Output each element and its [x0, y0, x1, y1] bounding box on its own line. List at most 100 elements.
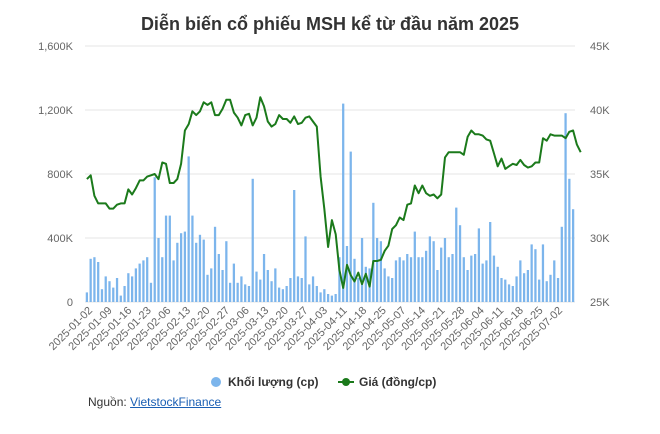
volume-bar[interactable] — [413, 231, 416, 302]
volume-bar[interactable] — [538, 279, 541, 302]
volume-bar[interactable] — [406, 254, 409, 302]
volume-bar[interactable] — [149, 282, 153, 302]
volume-bar[interactable] — [553, 260, 556, 302]
volume-bar[interactable] — [164, 215, 168, 302]
volume-bar[interactable] — [571, 209, 575, 302]
volume-bar[interactable] — [568, 178, 571, 302]
volume-bar[interactable] — [176, 242, 179, 302]
volume-bar[interactable] — [530, 244, 533, 302]
volume-bar[interactable] — [104, 276, 107, 302]
volume-bar[interactable] — [172, 260, 175, 302]
volume-bar[interactable] — [270, 281, 273, 302]
volume-bar[interactable] — [519, 260, 522, 302]
volume-bar[interactable] — [153, 177, 156, 302]
volume-bar[interactable] — [545, 281, 548, 302]
volume-bar[interactable] — [123, 286, 126, 302]
volume-bar[interactable] — [515, 276, 518, 302]
volume-bar[interactable] — [556, 278, 560, 302]
volume-bar[interactable] — [130, 276, 134, 302]
volume-bar[interactable] — [221, 270, 224, 302]
volume-bar[interactable] — [138, 263, 141, 302]
volume-bar[interactable] — [210, 268, 213, 302]
volume-bar[interactable] — [428, 236, 432, 302]
volume-bar[interactable] — [274, 268, 277, 302]
volume-bar[interactable] — [255, 271, 258, 302]
volume-bar[interactable] — [338, 257, 341, 302]
volume-bar[interactable] — [319, 292, 322, 302]
volume-bar[interactable] — [485, 260, 488, 302]
volume-bar[interactable] — [115, 278, 119, 302]
volume-bar[interactable] — [179, 233, 183, 302]
volume-bar[interactable] — [424, 250, 428, 302]
volume-bar[interactable] — [379, 241, 383, 302]
volume-bar[interactable] — [496, 266, 499, 302]
volume-bar[interactable] — [455, 207, 458, 302]
volume-bar[interactable] — [417, 257, 420, 302]
volume-bar[interactable] — [504, 279, 507, 302]
volume-bar[interactable] — [206, 274, 209, 302]
volume-bar[interactable] — [330, 295, 334, 302]
volume-bar[interactable] — [266, 270, 269, 302]
volume-bar[interactable] — [522, 273, 526, 302]
volume-bar[interactable] — [277, 287, 281, 302]
volume-bar[interactable] — [473, 254, 477, 302]
volume-bar[interactable] — [251, 178, 254, 302]
volume-bar[interactable] — [89, 258, 92, 302]
volume-bar[interactable] — [285, 286, 288, 302]
volume-bar[interactable] — [534, 249, 537, 302]
volume-bar[interactable] — [281, 289, 285, 302]
volume-bar[interactable] — [97, 262, 100, 302]
volume-bar[interactable] — [293, 190, 296, 302]
volume-bar[interactable] — [451, 254, 454, 302]
volume-bar[interactable] — [349, 151, 352, 302]
source-link[interactable]: VietstockFinance — [130, 395, 222, 409]
volume-bar[interactable] — [447, 257, 450, 302]
volume-bar[interactable] — [541, 244, 545, 302]
volume-bar[interactable] — [311, 276, 315, 302]
volume-bar[interactable] — [398, 257, 401, 302]
volume-bar[interactable] — [387, 276, 390, 302]
volume-bar[interactable] — [228, 282, 232, 302]
volume-bar[interactable] — [183, 231, 187, 302]
volume-bar[interactable] — [372, 202, 375, 302]
volume-bar[interactable] — [391, 278, 394, 302]
volume-bar[interactable] — [262, 254, 266, 302]
volume-bar[interactable] — [168, 215, 171, 302]
volume-bar[interactable] — [375, 238, 379, 302]
volume-bar[interactable] — [394, 260, 398, 302]
volume-bar[interactable] — [436, 270, 439, 302]
volume-bar[interactable] — [549, 274, 552, 302]
volume-bar[interactable] — [240, 276, 243, 302]
volume-bar[interactable] — [247, 286, 251, 302]
volume-bar[interactable] — [296, 276, 300, 302]
volume-bar[interactable] — [259, 279, 262, 302]
volume-bar[interactable] — [100, 289, 104, 302]
volume-bar[interactable] — [402, 260, 405, 302]
volume-bar[interactable] — [93, 257, 96, 302]
volume-bar[interactable] — [142, 260, 145, 302]
volume-bar[interactable] — [345, 246, 349, 302]
volume-bar[interactable] — [326, 294, 330, 302]
volume-bar[interactable] — [458, 225, 462, 302]
volume-bar[interactable] — [308, 284, 311, 302]
volume-bar[interactable] — [466, 270, 469, 302]
volume-bar[interactable] — [127, 273, 130, 302]
volume-bar[interactable] — [157, 238, 160, 302]
volume-bar[interactable] — [146, 257, 149, 302]
volume-bar[interactable] — [526, 270, 530, 302]
volume-bar[interactable] — [161, 257, 164, 302]
volume-bar[interactable] — [462, 257, 465, 302]
volume-bar[interactable] — [443, 238, 447, 302]
volume-bar[interactable] — [198, 234, 202, 302]
volume-bar[interactable] — [409, 257, 413, 302]
volume-bar[interactable] — [236, 282, 239, 302]
volume-bar[interactable] — [315, 286, 318, 302]
volume-bar[interactable] — [432, 241, 435, 302]
legend-volume-label[interactable]: Khối lượng (cp) — [228, 375, 319, 389]
volume-bar[interactable] — [560, 226, 563, 302]
volume-bar[interactable] — [304, 236, 307, 302]
volume-bar[interactable] — [511, 286, 514, 302]
volume-bar[interactable] — [357, 278, 360, 302]
volume-bar[interactable] — [108, 281, 111, 302]
volume-bar[interactable] — [323, 289, 326, 302]
